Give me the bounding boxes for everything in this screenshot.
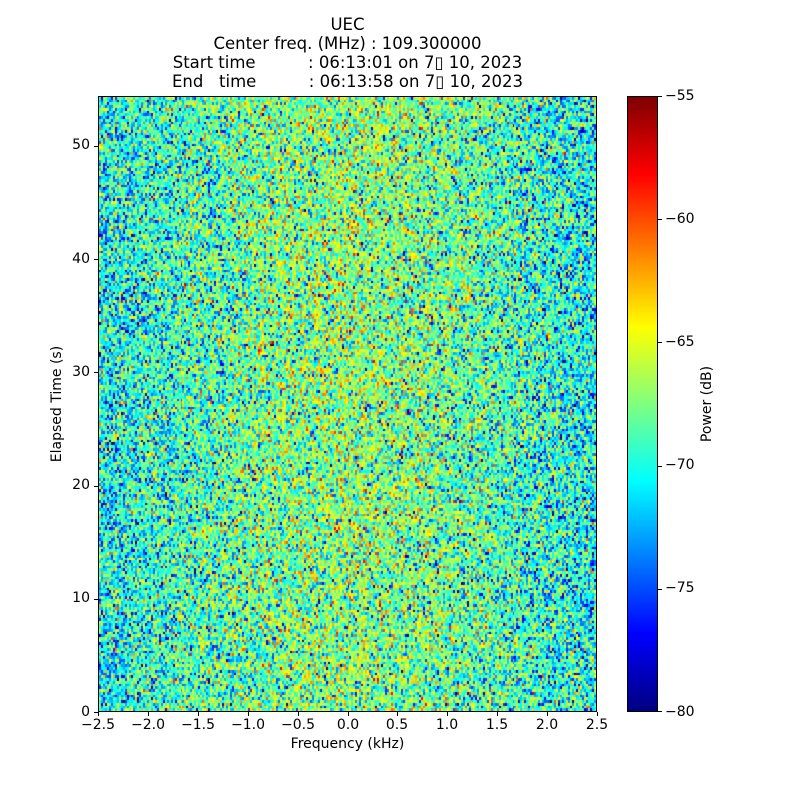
y-tick-label: 20: [72, 477, 90, 493]
y-tick-label: 40: [72, 251, 90, 267]
colorbar-tick-mark: [658, 219, 662, 220]
y-tick-mark: [94, 712, 98, 713]
x-tick-label: 1.5: [485, 717, 509, 733]
x-axis-title: Frequency (kHz): [290, 736, 405, 752]
x-tick-mark: [148, 712, 149, 716]
figure-title: UEC: [330, 15, 365, 34]
colorbar-canvas: [628, 97, 657, 711]
end-time-line: End time : 06:13:58 on 7▯ 10, 2023: [171, 72, 524, 91]
colorbar-tick-mark: [658, 589, 662, 590]
y-tick-label: 30: [72, 364, 90, 380]
x-tick-mark: [348, 712, 349, 716]
colorbar-tick-label: −55: [665, 88, 695, 104]
x-tick-mark: [597, 712, 598, 716]
spectrogram-canvas: [99, 97, 596, 711]
colorbar-tick-label: −75: [665, 580, 695, 596]
y-tick-mark: [94, 146, 98, 147]
x-tick-label: 0.0: [336, 717, 360, 733]
x-tick-mark: [547, 712, 548, 716]
y-tick-mark: [94, 486, 98, 487]
x-tick-label: 0.5: [385, 717, 409, 733]
x-tick-label: −1.0: [231, 717, 265, 733]
y-tick-mark: [94, 599, 98, 600]
y-tick-label: 50: [72, 137, 90, 153]
figure-title-block: UEC Center freq. (MHz) : 109.300000 Star…: [98, 15, 597, 91]
x-tick-label: 2.0: [535, 717, 559, 733]
center-freq-line: Center freq. (MHz) : 109.300000: [213, 34, 482, 53]
spectrogram-plot: [98, 96, 597, 712]
colorbar-title: Power (dB): [699, 365, 715, 443]
colorbar-tick-mark: [658, 466, 662, 467]
colorbar-tick-mark: [658, 711, 662, 712]
colorbar-tick-label: −60: [665, 211, 695, 227]
start-time-line: Start time : 06:13:01 on 7▯ 10, 2023: [172, 53, 523, 72]
colorbar-tick-mark: [658, 96, 662, 97]
colorbar: [627, 96, 658, 712]
x-tick-label: −2.5: [81, 717, 115, 733]
x-tick-mark: [497, 712, 498, 716]
x-tick-label: −1.5: [181, 717, 215, 733]
y-tick-label: 0: [81, 704, 90, 720]
x-tick-mark: [248, 712, 249, 716]
y-tick-label: 10: [72, 590, 90, 606]
y-tick-mark: [94, 259, 98, 260]
colorbar-tick-mark: [658, 342, 662, 343]
x-tick-label: 2.5: [585, 717, 609, 733]
x-tick-mark: [298, 712, 299, 716]
x-tick-mark: [198, 712, 199, 716]
colorbar-tick-label: −70: [665, 457, 695, 473]
x-tick-label: −0.5: [281, 717, 315, 733]
x-tick-mark: [98, 712, 99, 716]
colorbar-tick-label: −65: [665, 334, 695, 350]
x-tick-mark: [397, 712, 398, 716]
x-tick-label: 1.0: [435, 717, 459, 733]
colorbar-tick-label: −80: [665, 704, 695, 720]
x-tick-mark: [447, 712, 448, 716]
y-tick-mark: [94, 372, 98, 373]
x-tick-label: −2.0: [131, 717, 165, 733]
